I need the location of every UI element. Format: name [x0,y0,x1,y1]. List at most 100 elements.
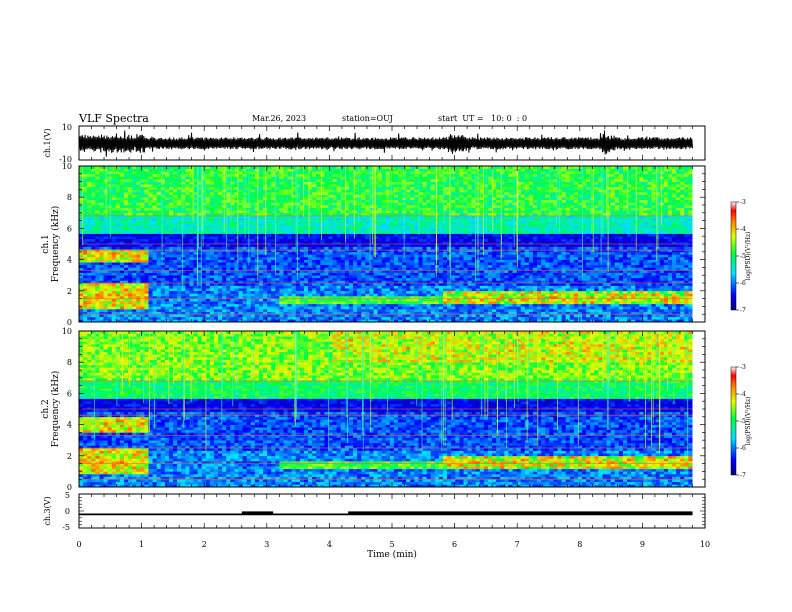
spectrogram-cell [328,197,333,201]
spectrogram-cell [393,309,399,312]
spectrogram-cell [348,218,354,221]
spectrogram-cell [152,202,158,206]
spectrogram-cell [87,316,92,320]
spectrogram-cell [99,179,104,182]
spectrogram-cell [357,186,362,190]
spectrogram-cell [332,202,337,206]
spectrogram-cell [164,290,170,294]
spectrogram-cell [373,267,378,271]
spectrogram-cell [234,166,239,169]
spectrogram-cell [168,301,174,305]
spectrogram-cell [148,267,153,271]
spectrogram-cell [168,194,174,198]
spectrogram-cell [287,296,292,299]
spectrogram-cell [79,275,84,279]
spectrogram-cell [140,290,145,294]
spectrogram-cell [91,166,96,169]
spectrogram-cell [283,225,288,229]
spectrogram-cell [115,314,121,318]
spectrogram-cell [193,244,198,247]
spectrogram-cell [303,283,309,286]
spectrogram-cell [128,314,133,318]
spectrogram-cell [393,205,399,208]
spectrogram-cell [83,251,88,255]
spectrogram-cell [291,257,297,260]
spectrogram-cell [398,298,403,302]
spectrogram-cell [168,215,174,219]
spectrogram-cell [250,233,256,237]
spectrogram-cell [123,303,129,307]
spectrogram-cell [377,314,382,318]
spectrogram-cell [107,220,113,224]
spectrogram-cell [107,311,113,315]
spectrogram-cell [246,290,252,294]
spectrogram-cell [267,202,272,206]
spectrogram-cell [357,298,362,302]
spectrogram-cell [128,251,133,255]
spectrogram-cell [332,288,337,292]
spectrogram-cell [213,225,219,229]
spectrogram-cell [267,210,272,214]
spectrogram-cell [250,257,256,260]
spectrogram-cell [95,303,100,307]
spectrogram-cell [115,173,121,177]
spectrogram-cell [107,215,113,219]
spectrogram-cell [328,264,333,268]
spectrogram-cell [99,186,104,190]
spectrogram-cell [406,267,411,271]
spectrogram-cell [197,303,202,307]
spectrogram-cell [83,166,88,169]
spectrogram-cell [99,176,104,180]
spectrogram-cell [238,285,243,289]
spectrogram-cell [83,173,88,177]
spectrogram-cell [250,202,256,206]
spectrogram-cell [361,283,366,286]
spectrogram-cell [377,207,382,211]
spectrogram-cell [254,262,260,266]
spectrogram-cell [369,311,374,315]
spectrogram-cell [197,290,202,294]
spectrogram-cell [136,231,141,234]
spectrogram-cell [332,298,337,302]
spectrogram-cell [91,311,96,315]
spectrogram-cell [185,272,190,276]
spectrogram-cell [283,166,288,169]
spectrogram-cell [136,298,141,302]
spectrogram-cell [156,262,162,266]
spectrogram-cell [177,283,182,286]
spectrogram-cell [344,285,350,289]
spectrogram-cell [275,249,280,253]
spectrogram-cell [377,298,382,302]
spectrogram-cell [201,184,207,188]
spectrogram-cell [303,264,309,268]
spectrogram-cell [353,199,358,203]
spectrogram-cell [316,173,321,177]
spectrogram-cell [299,288,305,292]
spectrogram-cell [324,285,329,289]
spectrogram-cell [132,316,137,320]
spectrogram-cell [381,277,387,281]
spectrogram-cell [79,285,84,289]
spectrogram-cell [332,215,337,219]
spectrogram-cell [267,290,272,294]
spectrogram-cell [295,244,301,247]
spectrogram-cell [181,181,186,185]
spectrogram-cell [136,220,141,224]
spectrogram-cell [353,184,358,188]
spectrogram-cell [263,296,268,299]
spectrogram-cell [123,215,129,219]
spectrogram-cell [132,223,137,227]
spectrogram-cell [246,267,252,271]
spectrogram-cell [234,192,239,195]
spectrogram-cell [365,298,370,302]
spectrogram-cell [164,309,170,312]
spectrogram-cell [361,207,366,211]
spectrogram-cell [263,215,268,219]
spectrogram-cell [353,246,358,250]
spectrogram-cell [168,254,174,258]
spectrogram-cell [328,189,333,193]
spectrogram-cell [250,189,256,193]
spectrogram-cell [279,231,284,234]
spectrogram-cell [119,212,125,216]
spectrogram-cell [381,218,387,221]
